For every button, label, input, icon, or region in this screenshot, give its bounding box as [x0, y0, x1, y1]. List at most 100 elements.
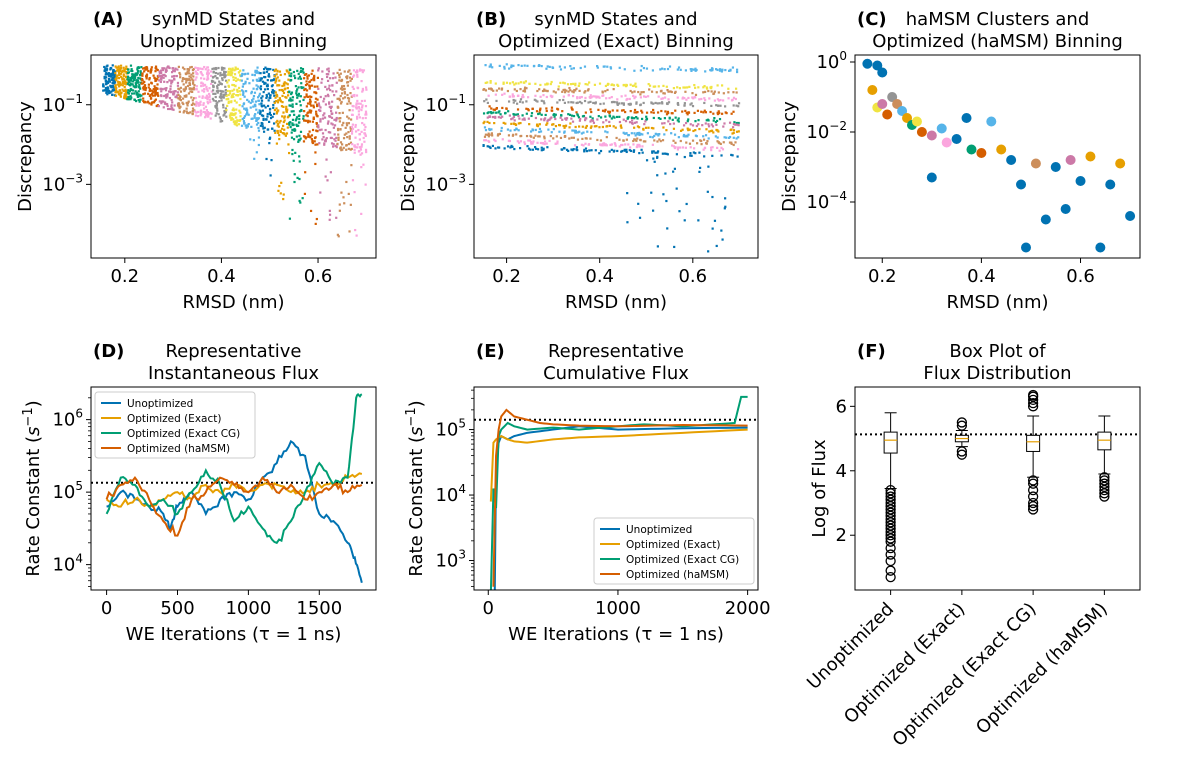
- scatter-point: [131, 83, 134, 86]
- scatter-point: [603, 110, 606, 113]
- x-tick-label: 0.2: [868, 266, 897, 287]
- scatter-point: [486, 101, 489, 104]
- scatter-point: [336, 142, 339, 146]
- scatter-point: [302, 117, 305, 120]
- scatter-point: [165, 69, 168, 72]
- outlier-point: [885, 549, 896, 560]
- scatter-point: [584, 90, 587, 93]
- scatter-point: [707, 165, 710, 168]
- scatter-point: [606, 88, 609, 92]
- scatter-point: [297, 138, 300, 141]
- scatter-point: [537, 135, 540, 138]
- scatter-point: [335, 119, 338, 122]
- scatter-point: [276, 76, 279, 79]
- scatter-point: [299, 104, 302, 107]
- panel-label: (D): [93, 341, 124, 362]
- scatter-point: [319, 106, 322, 109]
- scatter-point: [601, 90, 604, 93]
- scatter-point: [633, 126, 636, 129]
- scatter-point: [619, 125, 622, 128]
- scatter-point: [605, 97, 608, 100]
- scatter-point: [114, 85, 117, 88]
- scatter-point: [590, 149, 593, 152]
- scatter-point: [340, 100, 343, 104]
- scatter-point: [527, 117, 530, 120]
- scatter-point: [302, 140, 306, 143]
- scatter-point: [106, 81, 110, 84]
- scatter-point: [161, 88, 164, 91]
- scatter-point: [240, 89, 244, 92]
- scatter-point: [563, 147, 566, 150]
- scatter-point: [358, 116, 361, 119]
- scatter-point: [321, 70, 324, 73]
- tick-base: 10: [42, 174, 65, 195]
- scatter-point: [497, 116, 500, 119]
- scatter-point: [259, 124, 262, 127]
- scatter-point: [109, 66, 112, 70]
- scatter-point: [709, 68, 713, 72]
- scatter-point: [357, 110, 360, 113]
- scatter-bin: [336, 68, 354, 238]
- scatter-point: [273, 129, 276, 132]
- scatter-point: [721, 238, 724, 241]
- scatter-point: [279, 192, 282, 195]
- scatter-point: [355, 107, 358, 110]
- scatter-point: [201, 74, 204, 77]
- scatter-point: [703, 109, 706, 112]
- scatter-point: [273, 101, 276, 104]
- scatter-point: [683, 102, 686, 105]
- scatter-point: [315, 92, 318, 95]
- scatter-point: [645, 115, 648, 118]
- scatter-point: [629, 102, 632, 105]
- scatter-point: [265, 95, 269, 98]
- scatter-point: [169, 107, 172, 111]
- axes-frame: [90, 54, 377, 259]
- scatter-point: [247, 100, 250, 103]
- scatter-point: [487, 111, 490, 114]
- scatter-point: [599, 116, 603, 119]
- scatter-point: [556, 140, 559, 143]
- scatter-point: [291, 103, 294, 106]
- plot-area: [862, 58, 1136, 253]
- scatter-point: [584, 137, 587, 140]
- scatter-point: [666, 88, 669, 92]
- scatter-point: [331, 84, 334, 87]
- scatter-point: [703, 84, 706, 88]
- scatter-point: [102, 89, 105, 92]
- scatter-point: [539, 95, 542, 98]
- scatter-point: [261, 122, 264, 125]
- scatter-point: [315, 114, 318, 117]
- scatter-point: [114, 77, 117, 81]
- plot-area: [102, 64, 368, 238]
- scatter-point: [186, 67, 189, 71]
- scatter-point: [622, 103, 625, 106]
- scatter-point: [571, 120, 575, 123]
- scatter-point: [349, 102, 352, 105]
- scatter-point: [650, 90, 654, 93]
- scatter-point: [324, 95, 327, 98]
- scatter-point: [310, 109, 313, 112]
- scatter-point: [295, 92, 298, 95]
- scatter-point: [270, 127, 274, 130]
- scatter-point: [694, 152, 697, 155]
- scatter-point: [170, 98, 173, 102]
- scatter-point: [632, 94, 635, 98]
- scatter-point: [265, 96, 268, 100]
- scatter-point: [324, 138, 327, 141]
- scatter-point: [260, 77, 263, 80]
- scatter-point: [111, 89, 115, 92]
- scatter-point: [691, 96, 694, 99]
- scatter-point: [542, 148, 545, 151]
- y-tick-label: 105: [435, 417, 466, 441]
- panel-title-line1: haMSM Clusters and: [906, 9, 1090, 30]
- scatter-point: [550, 109, 553, 112]
- scatter-point: [318, 128, 321, 132]
- scatter-point: [703, 101, 706, 105]
- scatter-point: [266, 115, 269, 118]
- outlier-point: [956, 417, 968, 428]
- scatter-point: [561, 118, 564, 121]
- tick-base: 10: [435, 485, 458, 506]
- scatter-point: [321, 117, 325, 120]
- scatter-point: [287, 78, 290, 81]
- scatter-point: [668, 65, 672, 68]
